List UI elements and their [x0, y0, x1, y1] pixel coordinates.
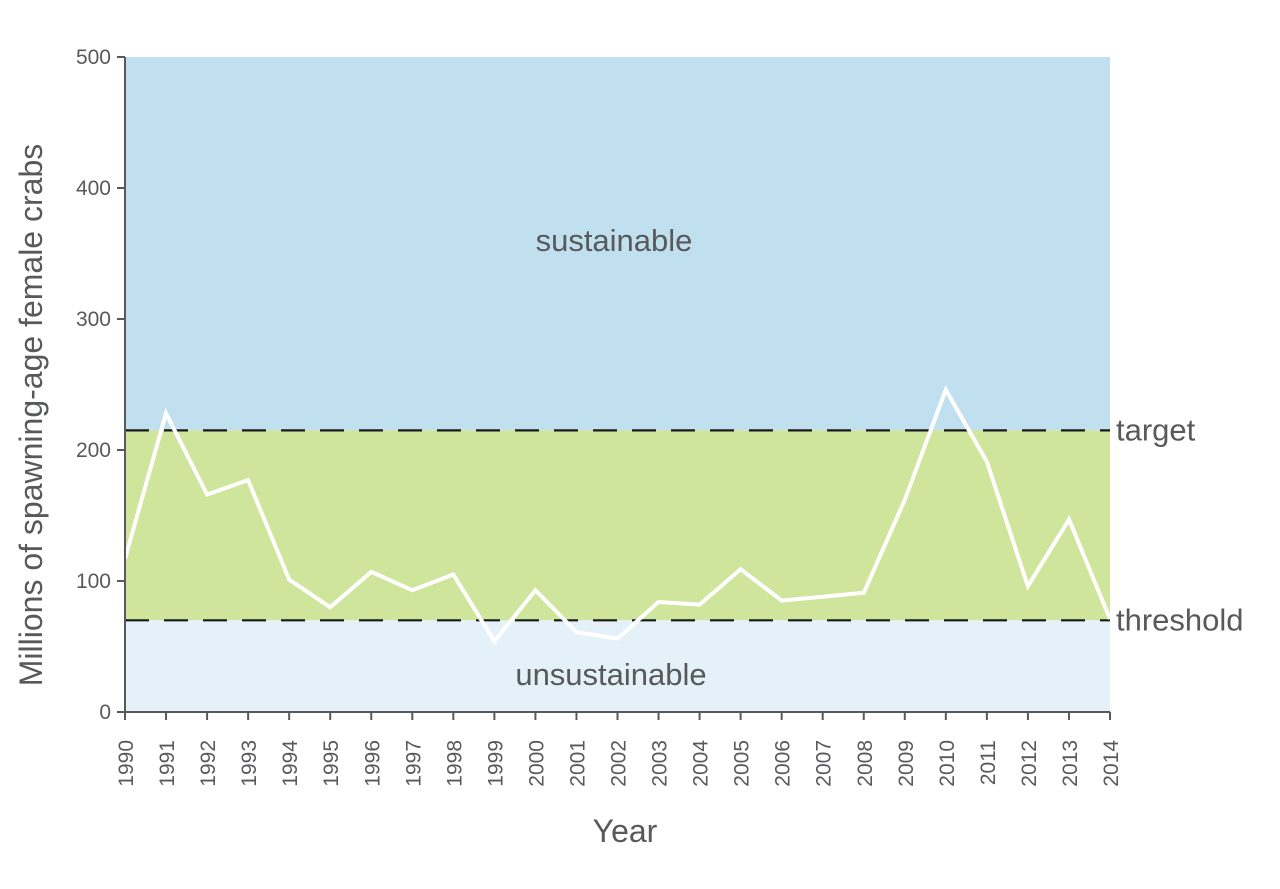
zone-band	[125, 57, 1110, 431]
x-tick-label: 1995	[320, 740, 343, 787]
x-tick-label: 1994	[279, 740, 302, 787]
x-tick-label: 1990	[115, 740, 138, 787]
series-line	[123, 384, 1112, 645]
zone-band	[125, 620, 1110, 712]
x-tick-label: 1993	[238, 740, 261, 787]
x-tick-label: 2004	[690, 740, 713, 787]
x-axis-title: Year	[593, 813, 658, 849]
x-tick-label: 2014	[1100, 740, 1123, 787]
x-tick-label: 1996	[361, 740, 384, 787]
zones-group	[125, 57, 1110, 712]
reference-label-target: target	[1116, 412, 1196, 447]
y-tick-label: 500	[76, 46, 111, 69]
x-tick-label: 2007	[813, 740, 836, 787]
zone-band	[125, 430, 1110, 621]
y-tick-label: 300	[76, 308, 111, 331]
axes-group: 0 100 200 300 400 500 1990 1991 1992 1993 1994 1995…	[76, 46, 1123, 787]
x-tick-label: 2000	[525, 740, 548, 787]
y-tick-label: 400	[76, 177, 111, 200]
x-tick-label: 1997	[402, 740, 425, 787]
y-axis-title: Millions of spawning-age female crabs	[13, 144, 49, 686]
x-tick-label: 1998	[443, 740, 466, 787]
x-tick-label: 2011	[977, 740, 1000, 785]
y-tick-label: 0	[99, 701, 111, 724]
reference-lines-group	[125, 429, 1110, 622]
y-tick-label: 100	[76, 570, 111, 593]
series-group	[123, 384, 1112, 645]
y-tick-label: 200	[76, 439, 111, 462]
x-tick-label: 2012	[1018, 740, 1041, 787]
x-tick-label: 2010	[936, 740, 959, 787]
x-tick-label: 2013	[1059, 740, 1082, 787]
x-tick-label: 2006	[772, 740, 795, 787]
zone-label-unsustainable: unsustainable	[515, 657, 706, 692]
x-tick-label: 2009	[895, 740, 918, 787]
x-tick-label: 2002	[608, 740, 631, 787]
x-tick-label: 2001	[566, 740, 589, 787]
x-tick-label: 2003	[649, 740, 672, 787]
x-tick-label: 2005	[731, 740, 754, 787]
x-tick-label: 1991	[156, 740, 179, 787]
zone-label-sustainable: sustainable	[536, 223, 693, 258]
x-tick-label: 1992	[197, 740, 220, 787]
x-tick-label: 2008	[854, 740, 877, 787]
labels-group: sustainable unsustainable target threshold Y…	[13, 144, 1244, 849]
reference-label-threshold: threshold	[1116, 602, 1244, 637]
x-tick-label: 1999	[484, 740, 507, 787]
